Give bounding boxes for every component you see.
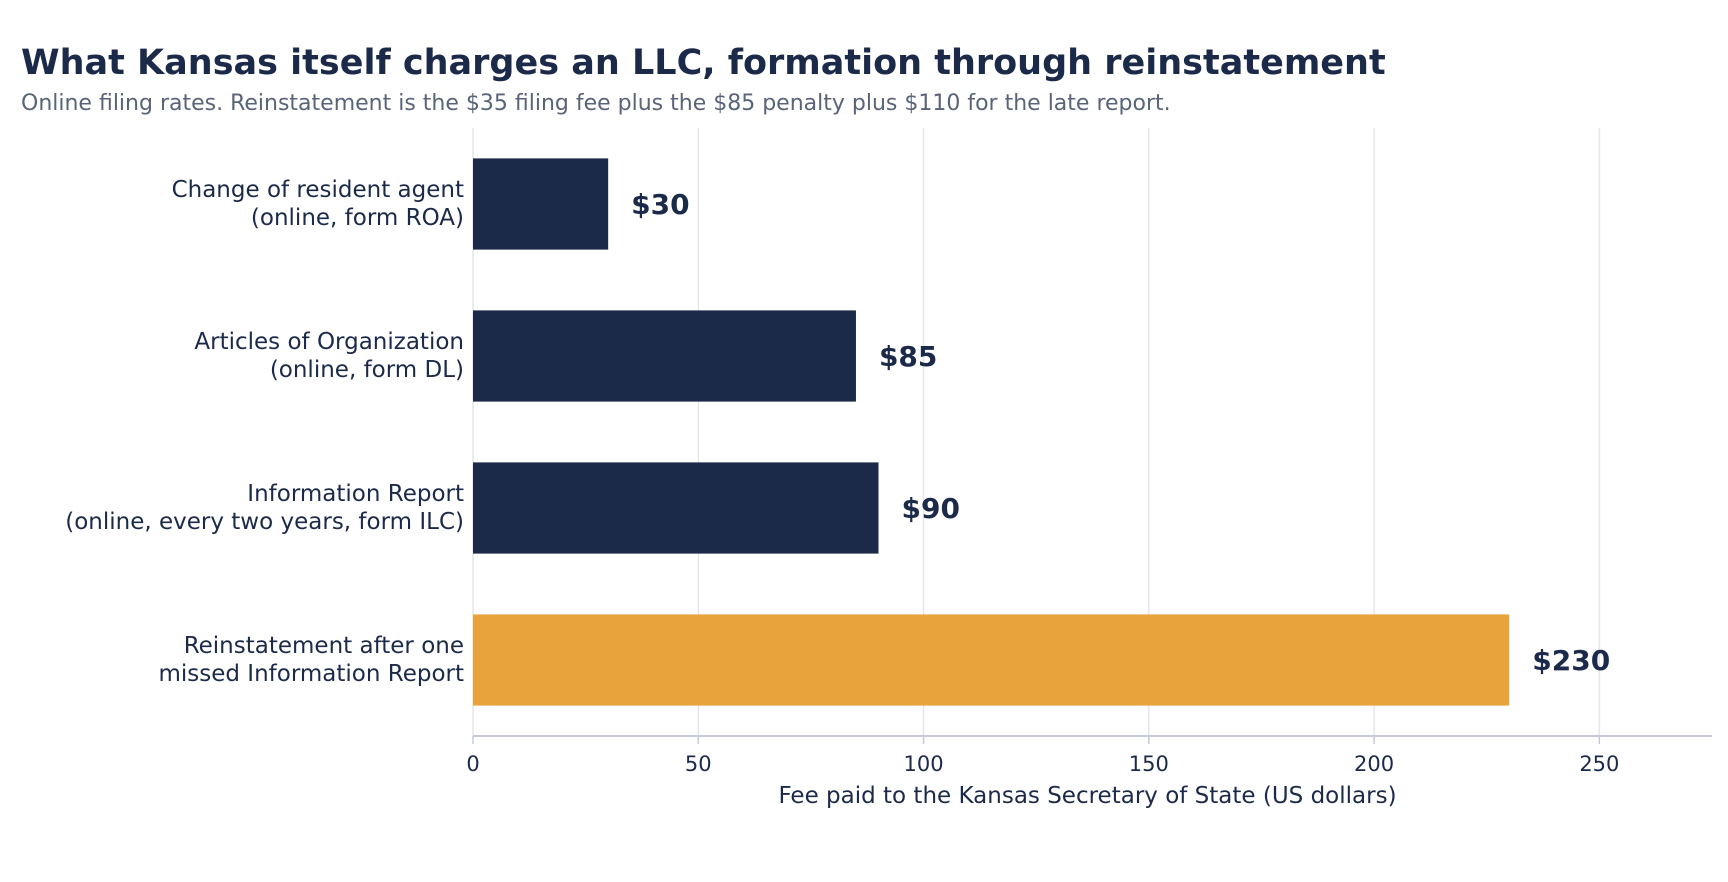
category-label: (online, form ROA) — [251, 205, 464, 231]
category-label: Information Report — [247, 481, 464, 507]
chart-title: What Kansas itself charges an LLC, forma… — [21, 43, 1386, 83]
category-label: Articles of Organization — [194, 329, 464, 355]
x-tick-label: 250 — [1579, 752, 1619, 776]
x-tick-label: 150 — [1129, 752, 1169, 776]
bar — [473, 310, 856, 402]
category-labels: Change of resident agent(online, form RO… — [65, 177, 464, 687]
x-axis-label: Fee paid to the Kansas Secretary of Stat… — [778, 783, 1396, 809]
x-tick-label: 50 — [685, 752, 712, 776]
bar — [473, 158, 609, 250]
bars — [473, 158, 1510, 706]
bar-value-label: $85 — [879, 340, 937, 373]
bar — [473, 614, 1510, 706]
value-labels: $30 $85 $90 $230 — [631, 188, 1610, 677]
x-axis: 0 50 100 150 200 250 Fee paid to the Kansas Se… — [466, 735, 1712, 809]
bar — [473, 462, 879, 554]
x-tick-label: 0 — [466, 752, 479, 776]
x-tick-label: 100 — [903, 752, 943, 776]
category-label: (online, form DL) — [270, 357, 464, 383]
x-tick-label: 200 — [1354, 752, 1394, 776]
chart-subtitle: Online filing rates. Reinstatement is th… — [21, 91, 1171, 116]
bar-value-label: $30 — [631, 188, 689, 221]
bar-value-label: $230 — [1532, 644, 1610, 677]
category-label: Reinstatement after one — [184, 633, 464, 659]
category-label: missed Information Report — [158, 661, 464, 687]
category-label: (online, every two years, form ILC) — [65, 509, 464, 535]
category-label: Change of resident agent — [172, 177, 464, 203]
bar-value-label: $90 — [901, 492, 959, 525]
